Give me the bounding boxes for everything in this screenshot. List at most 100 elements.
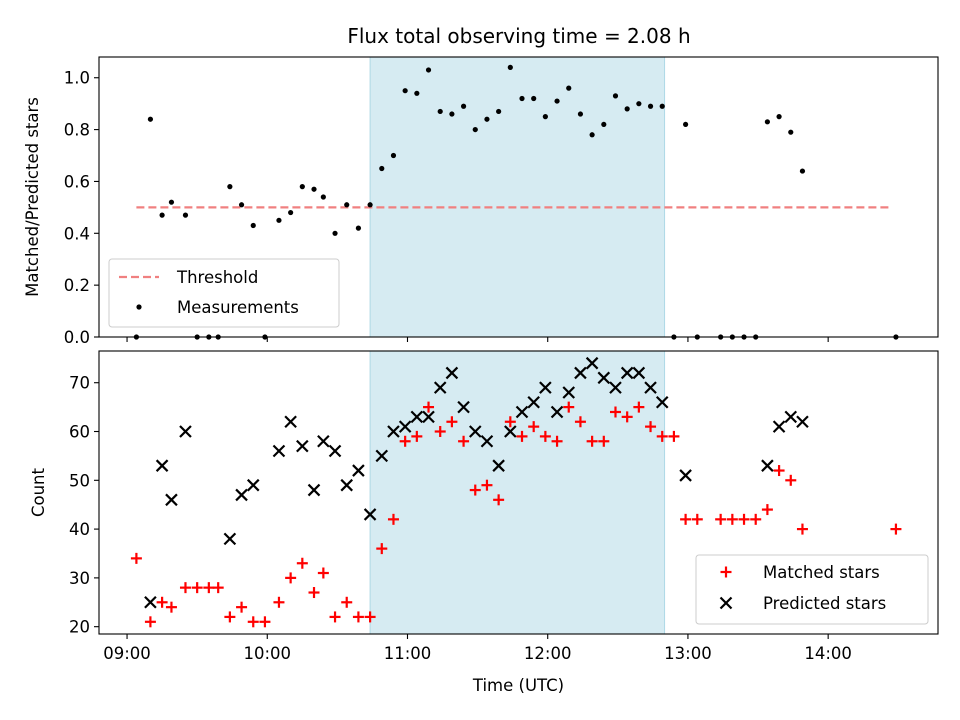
matched-star-point: [738, 513, 750, 525]
predicted-star-point: [457, 400, 470, 414]
predicted-star-point: [433, 381, 447, 394]
y-tick-label: 70: [69, 374, 90, 393]
measurement-point: [367, 202, 373, 208]
observing-window-shade: [369, 56, 666, 338]
count-legend: Matched stars Predicted stars: [695, 554, 929, 625]
predicted-star-point: [632, 366, 646, 380]
predicted-star-point: [468, 425, 482, 438]
matched-star-point: [586, 435, 598, 447]
matched-star-point: [212, 582, 224, 594]
predicted-star-point: [504, 425, 517, 438]
matched-star-point: [633, 401, 645, 413]
measurement-point: [659, 103, 665, 109]
matched-star-point: [726, 513, 738, 525]
measurement-point: [449, 111, 455, 117]
legend-label: Matched stars: [763, 563, 880, 582]
y-tick-label: 0.2: [64, 276, 90, 295]
measurement-point: [168, 199, 175, 205]
matched-star-point: [551, 435, 563, 447]
matched-star-point: [469, 484, 481, 496]
ratio-panel-frame: [98, 56, 939, 338]
matched-star-point: [680, 513, 692, 525]
predicted-star-point: [340, 478, 354, 492]
predicted-star-point: [165, 493, 178, 507]
x-tick-label: 14:00: [804, 644, 852, 663]
measurement-point: [288, 209, 294, 216]
measurement-point: [764, 119, 770, 125]
measurement-point: [320, 194, 326, 200]
measurement-point: [472, 126, 478, 133]
predicted-star-point: [296, 439, 309, 453]
matched-star-point: [341, 596, 353, 608]
measurement-point: [147, 116, 154, 122]
measurement-point: [299, 184, 305, 190]
measurement-point: [437, 108, 443, 115]
matched-star-point: [563, 401, 575, 413]
matched-star-point: [191, 582, 203, 594]
predicted-star-point: [562, 386, 576, 399]
x-tick-label: 12:00: [524, 644, 572, 663]
x-tick-label: 13:00: [664, 644, 712, 663]
measurement-point: [332, 230, 338, 236]
predicted-star-point: [609, 381, 622, 394]
predicted-star-point: [179, 425, 192, 438]
predicted-star-point: [761, 459, 774, 472]
legend-predicted-swatch: [719, 596, 733, 610]
measurement-point: [636, 101, 642, 107]
measurement-point: [390, 152, 397, 159]
predicted-star-point: [422, 410, 435, 424]
matched-star-point: [493, 494, 505, 506]
y-tick-label: 0.0: [64, 328, 90, 347]
y-tick-label: 0.6: [64, 172, 90, 191]
measurement-point: [344, 202, 350, 208]
predicted-star-point: [585, 356, 599, 370]
count-panel: 20 30 40 50 60 70 09:00 10:00 11:00 12:00 13:00 14…: [29, 350, 939, 695]
matched-star-point: [504, 416, 516, 428]
measurement-point: [379, 165, 385, 172]
matched-star-point: [411, 430, 423, 442]
predicted-star-point: [155, 459, 169, 472]
predicted-star-point: [515, 405, 529, 419]
measurement-point: [276, 217, 282, 223]
matched-star-point: [156, 596, 168, 608]
predicted-star-point: [352, 464, 365, 477]
y-tick-label: 40: [69, 520, 90, 539]
measurement-point: [159, 212, 165, 218]
matched-star-point: [656, 430, 668, 442]
legend-box: [108, 258, 340, 328]
matched-star-point: [224, 611, 236, 623]
matched-star-point: [203, 582, 215, 594]
measurement-point: [554, 98, 560, 104]
matched-star-point: [308, 587, 320, 599]
measurement-point: [601, 121, 607, 128]
matched-star-point: [773, 465, 785, 477]
matched-star-point: [516, 430, 528, 442]
matched-star-point: [645, 421, 657, 433]
matched-star-point: [750, 513, 762, 525]
measurement-point: [182, 212, 189, 218]
matched-star-point: [715, 513, 727, 525]
measurement-point: [682, 121, 689, 128]
y-tick-label: 30: [69, 569, 90, 588]
predicted-star-point: [597, 371, 611, 385]
predicted-star-point: [539, 381, 552, 394]
predicted-star-point: [574, 366, 587, 380]
measurement-point: [531, 95, 537, 102]
matched-star-point: [434, 426, 446, 438]
matched-star-point: [165, 601, 177, 613]
matched-star-point: [296, 557, 308, 569]
measurement-point: [647, 103, 654, 109]
measurement-point: [414, 90, 420, 96]
matched-star-point: [458, 435, 470, 447]
predicted-star-point: [235, 488, 248, 502]
matched-star-point: [273, 596, 285, 608]
matched-star-point: [247, 616, 259, 628]
measurement-point: [566, 85, 572, 91]
predicted-star-point: [644, 381, 657, 394]
legend-measurements-swatch: [136, 304, 142, 310]
predicted-star-point: [387, 425, 400, 438]
matched-star-point: [528, 421, 540, 433]
time-x-axis-label: Time (UTC): [472, 676, 564, 695]
matched-star-point: [668, 430, 680, 442]
